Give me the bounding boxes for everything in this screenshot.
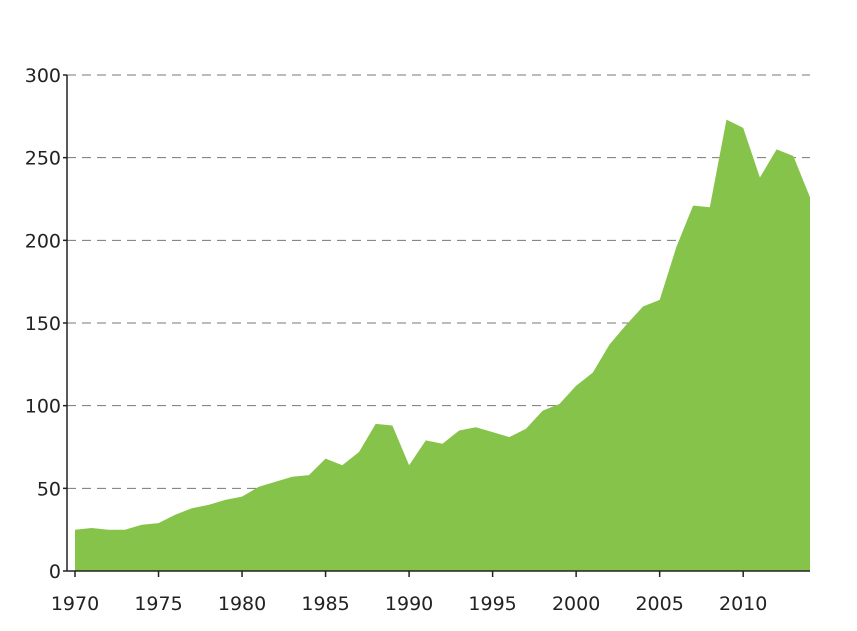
- x-axis-ticks: 1970 1975 1980 1985 1990 1995 2000 2005 2010: [51, 571, 767, 615]
- x-tick-label-2005: 2005: [635, 593, 683, 615]
- area-series: [75, 119, 810, 571]
- axes: [63, 74, 810, 572]
- y-axis-ticks: 0 50 100 150 200 250 300: [25, 65, 61, 583]
- x-tick-label-2010: 2010: [719, 593, 767, 615]
- y-tick-label-150: 150: [25, 313, 61, 335]
- plot-area: [75, 119, 810, 571]
- x-tick-label-1990: 1990: [385, 593, 433, 615]
- y-tick-label-50: 50: [37, 478, 61, 500]
- x-tick-label-1975: 1975: [134, 593, 182, 615]
- x-tick-label-1980: 1980: [218, 593, 266, 615]
- x-tick-label-1985: 1985: [301, 593, 349, 615]
- y-tick-label-250: 250: [25, 148, 61, 170]
- y-tick-label-200: 200: [25, 230, 61, 252]
- x-tick-label-2000: 2000: [552, 593, 600, 615]
- y-tick-label-300: 300: [25, 65, 61, 87]
- x-tick-label-1995: 1995: [468, 593, 516, 615]
- y-tick-label-0: 0: [49, 561, 61, 583]
- x-tick-label-1970: 1970: [51, 593, 99, 615]
- y-tick-label-100: 100: [25, 396, 61, 418]
